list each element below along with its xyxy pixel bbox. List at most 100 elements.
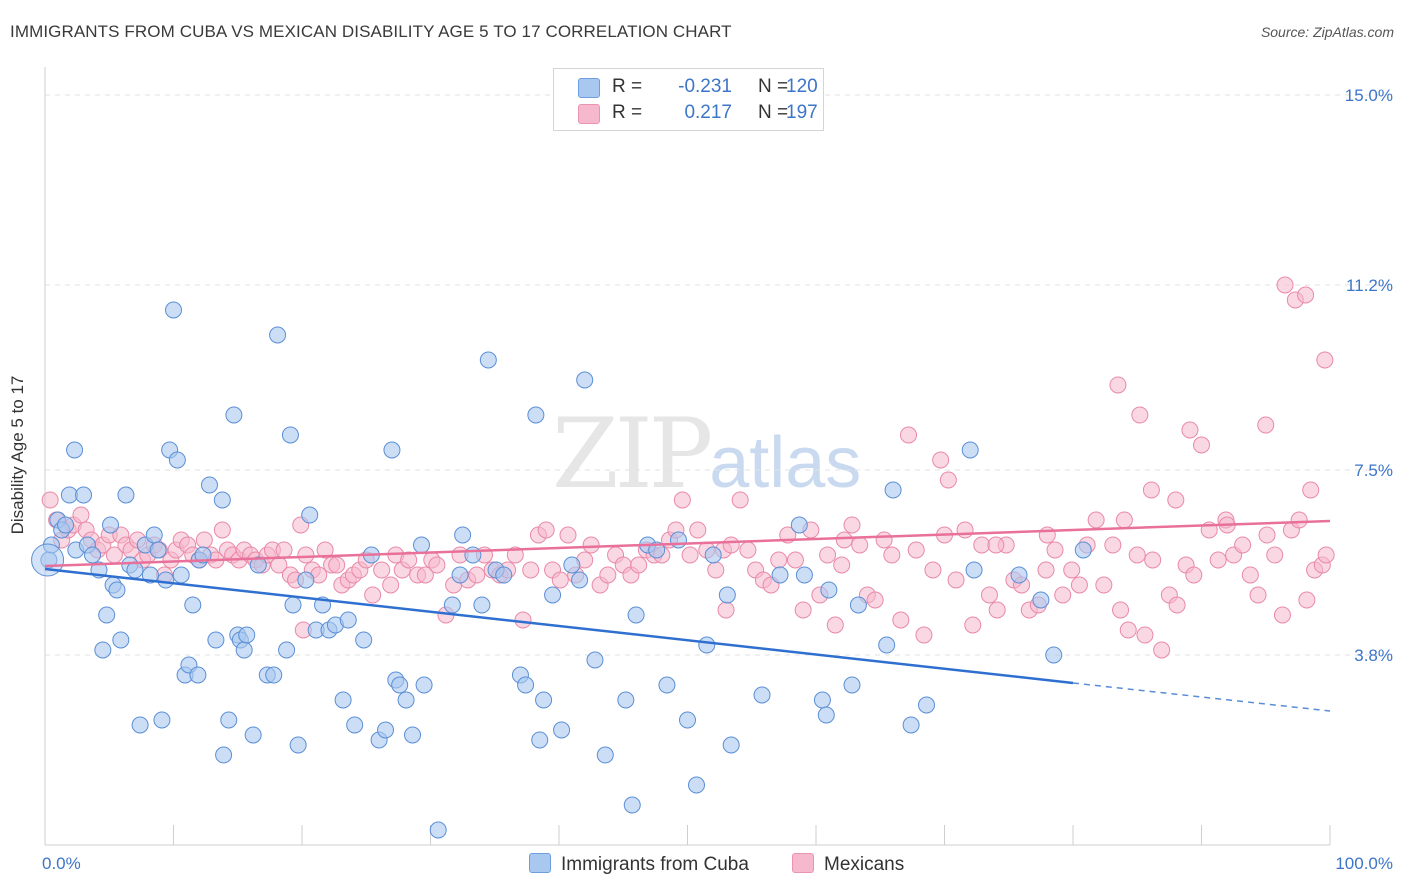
cuba-point — [225, 406, 243, 424]
mexicans-point — [987, 536, 1005, 554]
cuba-point — [535, 691, 553, 709]
cuba-point — [753, 686, 771, 704]
cuba-point — [145, 526, 163, 544]
mexicans-point — [514, 611, 532, 629]
watermark-main: ZIP — [552, 398, 713, 510]
cuba-point — [820, 581, 838, 599]
cuba-point — [878, 636, 896, 654]
mexicans-point — [582, 536, 600, 554]
mexicans-point — [382, 576, 400, 594]
mexicans-point — [1109, 376, 1127, 394]
cuba-point — [429, 821, 447, 839]
mexicans-point — [1185, 566, 1203, 584]
cuba-point — [718, 586, 736, 604]
bottom-legend-mexicans: Mexicans — [792, 853, 904, 876]
cuba-point — [902, 716, 920, 734]
cuba-point — [98, 606, 116, 624]
cuba-point — [704, 546, 722, 564]
mexicans-point — [689, 521, 707, 539]
mexicans-point — [681, 546, 699, 564]
cuba-point — [443, 596, 461, 614]
cuba-point — [553, 721, 571, 739]
cuba-point — [679, 711, 696, 729]
cuba-point — [112, 631, 130, 649]
mexicans-point — [833, 556, 851, 574]
bottom-legend-cuba: Immigrants from Cuba — [529, 853, 749, 876]
bottom-legend-swatch-cuba — [529, 853, 551, 873]
mexicans-point — [866, 591, 884, 609]
bottom-legend-label-mexicans: Mexicans — [824, 854, 905, 875]
mexicans-point — [1316, 351, 1334, 369]
cuba-point — [623, 796, 641, 814]
cuba-point — [57, 516, 75, 534]
bottom-legend-swatch-mexicans — [792, 853, 814, 873]
mexicans-point — [875, 531, 893, 549]
mexicans-point — [947, 571, 965, 589]
cuba-point — [168, 451, 186, 469]
cuba-point — [289, 736, 307, 754]
mexicans-point — [1317, 546, 1335, 564]
cuba-point — [339, 611, 357, 629]
cuba-point — [961, 441, 979, 459]
y-tick-label: 11.2% — [1346, 276, 1393, 295]
legend-r-value: 0.217 — [684, 102, 732, 123]
mexicans-point — [980, 586, 998, 604]
cuba-point — [517, 676, 535, 694]
cuba-point — [235, 641, 253, 659]
mexicans-point — [973, 536, 991, 554]
mexicans-point — [835, 531, 853, 549]
cuba-point — [194, 546, 212, 564]
cuba-point — [157, 571, 175, 589]
cuba-trend-extension — [1072, 682, 1331, 712]
mexicans-point — [722, 536, 740, 554]
cuba-point — [383, 441, 401, 459]
y-axis-label: Disability Age 5 to 17 — [8, 375, 27, 535]
cuba-point — [117, 486, 135, 504]
mexicans-point — [1276, 276, 1294, 294]
cuba-point — [207, 631, 225, 649]
cuba-point — [563, 556, 581, 574]
cuba-point — [31, 543, 65, 577]
cuba-point — [184, 596, 202, 614]
mexicans-point — [1273, 606, 1291, 624]
mexicans-point — [297, 546, 315, 564]
cuba-point — [965, 561, 983, 579]
mexicans-point — [739, 541, 757, 559]
mexicans-point — [900, 426, 918, 444]
mexicans-point — [707, 561, 725, 579]
mexicans-point — [522, 561, 540, 579]
mexicans-point — [416, 566, 434, 584]
cuba-point — [244, 726, 262, 744]
mexicans-point — [932, 451, 950, 469]
mexicans-point — [468, 566, 486, 584]
cuba-point — [172, 566, 190, 584]
mexicans-point — [988, 601, 1006, 619]
cuba-point — [1032, 591, 1050, 609]
mexicans-point — [819, 546, 837, 564]
mexicans-point — [964, 616, 982, 634]
mexicans-point — [364, 586, 382, 604]
cuba-point — [884, 481, 902, 499]
cuba-point — [687, 776, 705, 794]
legend-swatch-cuba — [578, 78, 600, 98]
mexicans-point — [770, 551, 788, 569]
legend-r-label: R = — [612, 76, 643, 97]
mexicans-point — [1087, 511, 1105, 529]
cuba-point — [281, 426, 299, 444]
cuba-point — [415, 676, 433, 694]
mexicans-point — [1104, 536, 1122, 554]
mexicans-point — [883, 546, 901, 564]
x-tick-label: 0.0% — [42, 854, 81, 873]
mexicans-point — [1258, 526, 1276, 544]
mexicans-point — [907, 541, 925, 559]
cuba-point — [495, 566, 513, 584]
cuba-point — [918, 696, 936, 714]
mexicans-point — [673, 491, 691, 509]
watermark-sub: atlas — [709, 423, 862, 503]
mexicans-point — [1298, 591, 1316, 609]
mexicans-point — [1144, 551, 1162, 569]
cuba-point — [464, 546, 482, 564]
cuba-point — [102, 516, 120, 534]
cuba-point — [126, 561, 144, 579]
mexicans-point — [1302, 481, 1320, 499]
